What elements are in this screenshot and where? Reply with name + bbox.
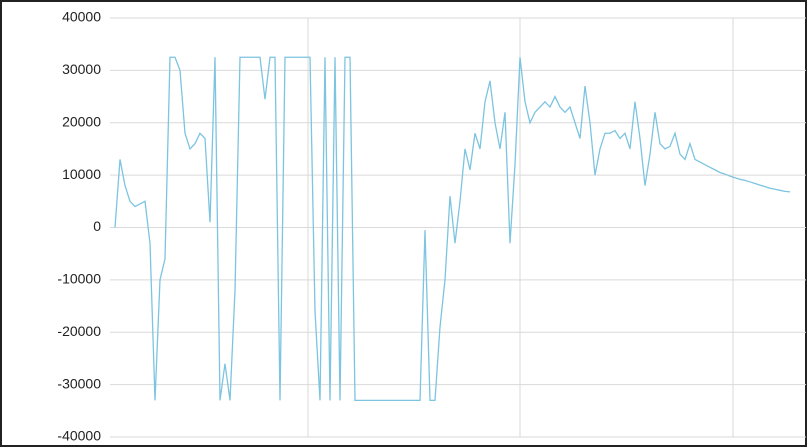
- line: [114, 56, 791, 401]
- y-tick-label: -40000: [57, 428, 101, 444]
- y-tick-label: 0: [93, 218, 101, 234]
- y-tick-label: -30000: [57, 375, 101, 391]
- y-tick-label: 10000: [62, 166, 101, 182]
- y-tick-label: 30000: [62, 61, 101, 77]
- y-tick-label: 40000: [62, 9, 101, 25]
- y-tick-label: 20000: [62, 113, 101, 129]
- y-tick-label: -10000: [57, 271, 101, 287]
- y-tick-label: -20000: [57, 323, 101, 339]
